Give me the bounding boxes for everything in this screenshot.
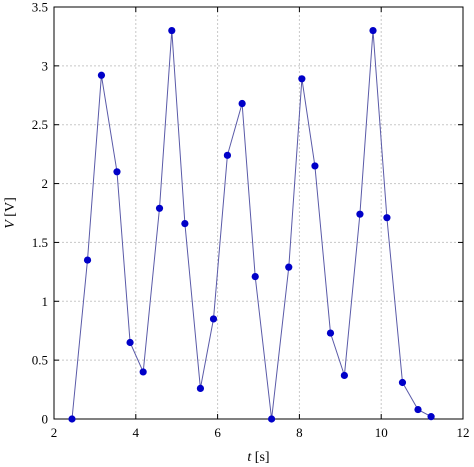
- y-tick-label: 3.5: [32, 0, 48, 15]
- data-point: [326, 329, 335, 337]
- data-point: [238, 99, 246, 108]
- y-tick-label: 2: [42, 176, 49, 191]
- y-tick-label: 1.5: [32, 235, 48, 250]
- data-point: [113, 168, 121, 176]
- data-point: [398, 378, 407, 387]
- x-tick-label: 6: [214, 425, 221, 440]
- x-tick-label: 10: [375, 425, 388, 440]
- data-point: [383, 214, 391, 222]
- x-tick-label: 8: [296, 425, 303, 440]
- data-point: [340, 371, 348, 380]
- x-tick-label: 12: [457, 425, 470, 440]
- data-point: [68, 415, 76, 423]
- data-point: [139, 368, 147, 376]
- x-tick-label: 4: [133, 425, 140, 440]
- y-tick-label: 1: [42, 294, 49, 309]
- data-point: [427, 413, 435, 421]
- plot-frame: [53, 6, 464, 420]
- data-point: [298, 75, 306, 83]
- y-axis-unit: [V]: [3, 197, 18, 220]
- data-point: [155, 204, 164, 212]
- data-point: [181, 219, 189, 228]
- data-points: [68, 26, 435, 423]
- data-point: [126, 338, 134, 347]
- data-point: [196, 384, 205, 392]
- x-tick-label: 2: [51, 425, 58, 440]
- x-axis-label: t [s]: [247, 450, 269, 465]
- x-axis-unit: [s]: [251, 450, 269, 465]
- data-point: [251, 272, 259, 281]
- data-point: [168, 26, 176, 35]
- data-point: [369, 26, 377, 35]
- data-point: [267, 415, 276, 423]
- data-point: [285, 263, 293, 271]
- data-point: [83, 256, 92, 264]
- y-tick-label: 3: [42, 58, 49, 73]
- data-point: [311, 162, 319, 170]
- y-tick-label: 0: [42, 412, 49, 427]
- x-axis-variable: t: [247, 450, 252, 465]
- data-point: [414, 405, 422, 414]
- axis-ticks: [53, 6, 464, 420]
- grid-lines: [54, 7, 463, 419]
- data-point: [97, 71, 106, 79]
- data-point: [356, 210, 364, 218]
- y-axis-label: V [V]: [3, 197, 18, 229]
- series-line: [71, 30, 432, 420]
- y-tick-label: 2.5: [32, 117, 48, 132]
- data-point: [209, 315, 218, 323]
- tick-labels: 2 4 6 8 10 12 0 0.5 1 1.5 2 2.5 3 3.5: [32, 0, 470, 440]
- y-axis-variable: V: [3, 219, 18, 229]
- data-point: [223, 151, 232, 159]
- y-tick-label: 0.5: [32, 353, 48, 368]
